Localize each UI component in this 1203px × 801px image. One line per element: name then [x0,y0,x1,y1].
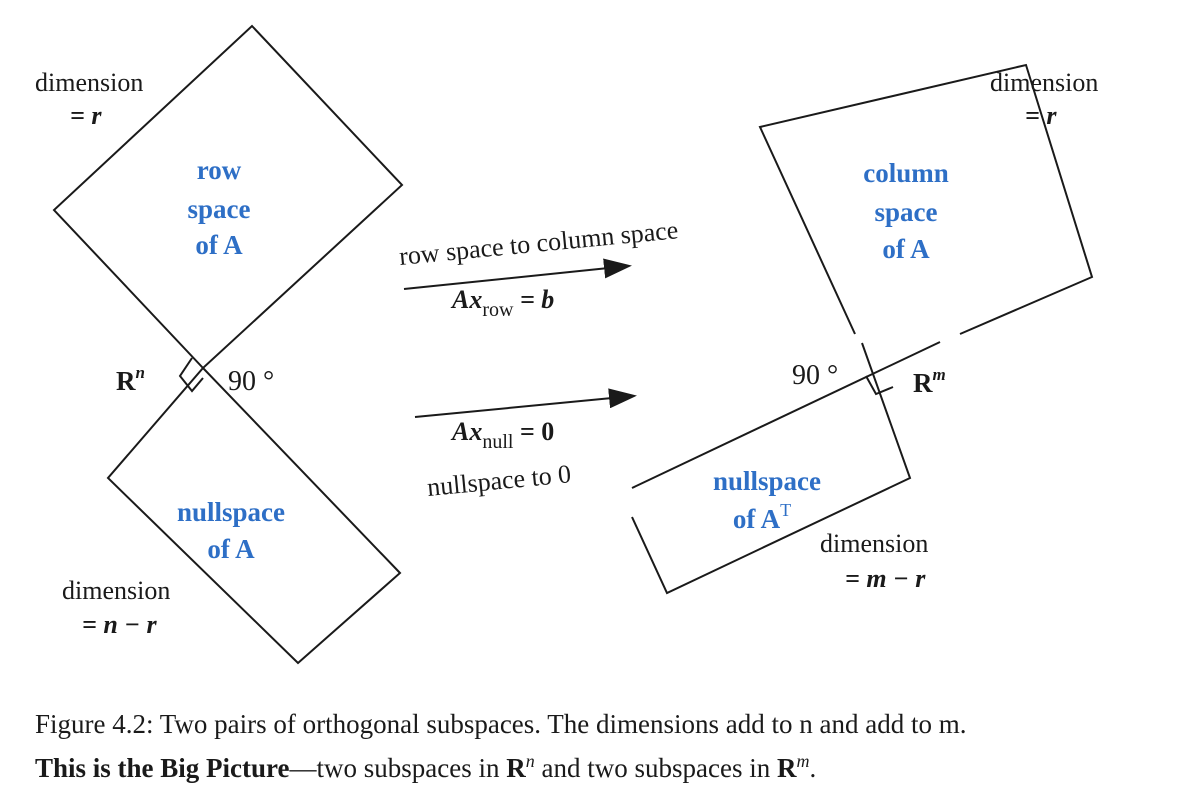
row-to-column-arrow [403,258,632,290]
column-space-label-3: of A [882,234,930,264]
left-dim-bottom-value: = n − r [82,610,158,639]
null-to-zero-text: nullspace to 0 [426,459,573,502]
rm-line [631,341,941,489]
left-angle-label: 90 ° [228,366,274,397]
left-nullspace-rect [631,342,912,595]
caption-bold: This is the Big Picture [35,753,290,783]
right-dim-top-label: dimension [990,68,1098,97]
row-space-label-2: space [188,194,251,224]
column-space-label-1: column [863,158,949,188]
diagram-canvas: dimension = r row space of A Rn 90 ° nul… [35,24,1098,665]
nullspace-label-1: nullspace [177,497,285,527]
column-space-square [758,63,1094,335]
left-dim-top-label: dimension [35,68,143,97]
right-angle-label: 90 ° [792,360,838,391]
figure-caption: Figure 4.2: Two pairs of orthogonal subs… [35,706,1185,787]
right-dim-bottom-value: = m − r [845,564,926,593]
null-equation: Axnull = 0 [450,417,554,453]
nullspace-square [106,366,402,665]
caption-line-1: Figure 4.2: Two pairs of orthogonal subs… [35,709,967,739]
right-dim-bottom-label: dimension [820,529,928,558]
row-to-column-text: row space to column space [398,215,680,271]
left-nullspace-label-1: nullspace [713,466,821,496]
left-dim-bottom-label: dimension [62,576,170,605]
column-space-label-2: space [875,197,938,227]
nullspace-label-2: of A [207,534,255,564]
row-space-label-1: row [197,155,242,185]
caption-line-2: This is the Big Picture—two subspaces in… [35,751,817,783]
rm-label: Rm [913,365,946,398]
row-equation: Axrow = b [450,285,554,321]
right-angle-marker-left [178,357,204,393]
row-space-label-3: of A [195,230,243,260]
right-angle-marker-right [865,375,894,396]
left-nullspace-label-2: of AT [733,500,791,534]
null-to-zero-arrow [414,388,637,418]
rn-label: Rn [116,363,145,396]
left-dim-top-value: = r [70,101,102,130]
right-dim-top-value: = r [1025,101,1057,130]
